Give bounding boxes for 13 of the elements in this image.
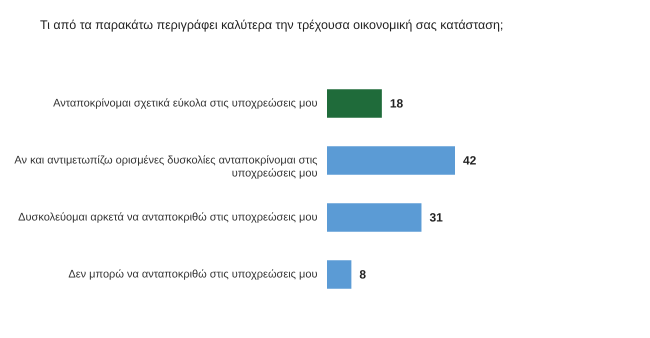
bar — [327, 260, 352, 289]
data-label: 8 — [359, 268, 366, 282]
bar — [327, 89, 382, 118]
bar — [327, 146, 455, 175]
chart-title: Τι από τα παρακάτω περιγράφει καλύτερα την τρέχουσα οικονομική σας κατάσταση; — [40, 18, 504, 32]
y-tick-label: Αν και αντιμετωπίζω ορισμένες δυσκολίες ανταποκρίνομαι στις υποχρεώσεις μου — [14, 154, 318, 180]
data-label: 31 — [429, 210, 444, 224]
data-label: 18 — [390, 96, 404, 110]
y-tick-label: Ανταποκρίνομαι σχετικά εύκολα στις υποχρεώσεις μου — [53, 98, 318, 110]
y-tick-label: Δεν μπορώ να ανταποκριθώ στις υποχρεώσεις μου — [68, 268, 318, 280]
bar — [327, 203, 422, 232]
data-label: 42 — [463, 154, 477, 168]
y-tick-label: Δυσκολεύομαι αρκετά να ανταποκριθώ στις υποχρεώσεις μου — [18, 212, 318, 224]
